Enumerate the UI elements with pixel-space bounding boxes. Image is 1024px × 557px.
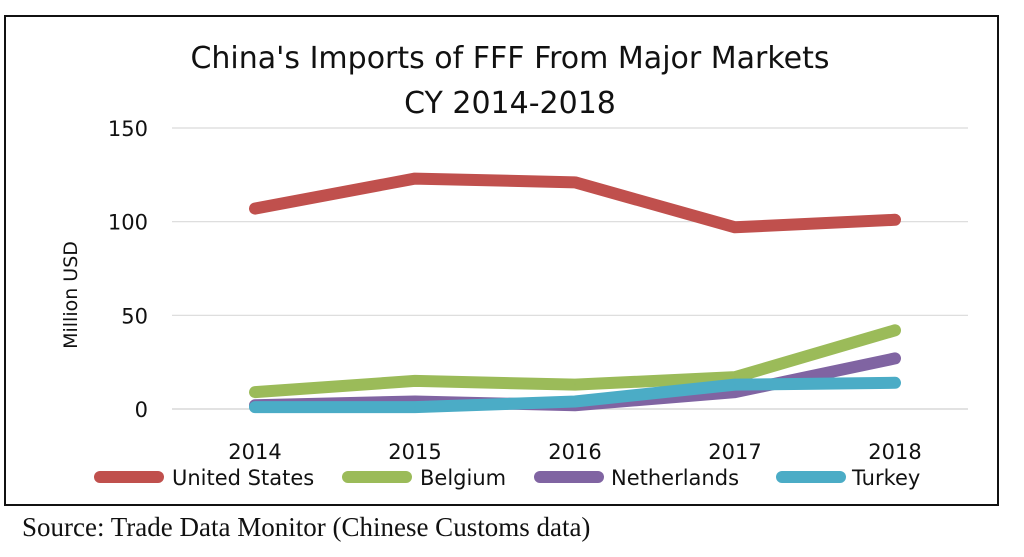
y-tick-label: 0: [135, 398, 148, 422]
legend: United States Belgium Netherlands Turkey: [94, 466, 920, 490]
data-point-belgium: [254, 391, 256, 394]
data-point-turkey: [734, 383, 736, 386]
source-note: Source: Trade Data Monitor (Chinese Cust…: [22, 512, 591, 542]
x-tick-label: 2015: [388, 440, 441, 464]
chart-title-line-2: CY 2014-2018: [404, 86, 616, 121]
series-line-united-states: [249, 172, 901, 234]
data-point-turkey: [574, 400, 576, 403]
legend-label-belgium: Belgium: [420, 466, 506, 490]
data-point-turkey: [894, 381, 896, 384]
legend-label-turkey: Turkey: [851, 466, 920, 490]
legend-label-netherlands: Netherlands: [611, 466, 739, 490]
data-point-belgium: [574, 383, 576, 386]
data-point-turkey: [414, 406, 416, 409]
y-tick-label: 50: [121, 304, 148, 328]
chart-title-line-1: China's Imports of FFF From Major Market…: [190, 41, 829, 76]
data-point-belgium: [734, 376, 736, 379]
y-axis-label: Million USD: [60, 241, 82, 349]
x-tick-label: 2017: [708, 440, 761, 464]
chart-frame: [4, 15, 999, 506]
legend-label-united-states: United States: [172, 466, 314, 490]
data-point-united-states: [734, 226, 736, 229]
data-point-united-states: [574, 181, 576, 184]
x-tick-label: 2018: [868, 440, 921, 464]
data-point-united-states: [254, 207, 256, 210]
data-point-turkey: [254, 406, 256, 409]
data-point-united-states: [894, 218, 896, 221]
x-tick-label: 2014: [228, 440, 281, 464]
y-tick-label: 150: [108, 117, 148, 141]
y-tick-label: 100: [108, 211, 148, 235]
data-point-netherlands: [894, 357, 896, 360]
data-point-belgium: [894, 329, 896, 332]
data-point-united-states: [414, 177, 416, 180]
data-point-belgium: [414, 379, 416, 382]
data-point-netherlands: [734, 391, 736, 394]
x-tick-label: 2016: [548, 440, 601, 464]
